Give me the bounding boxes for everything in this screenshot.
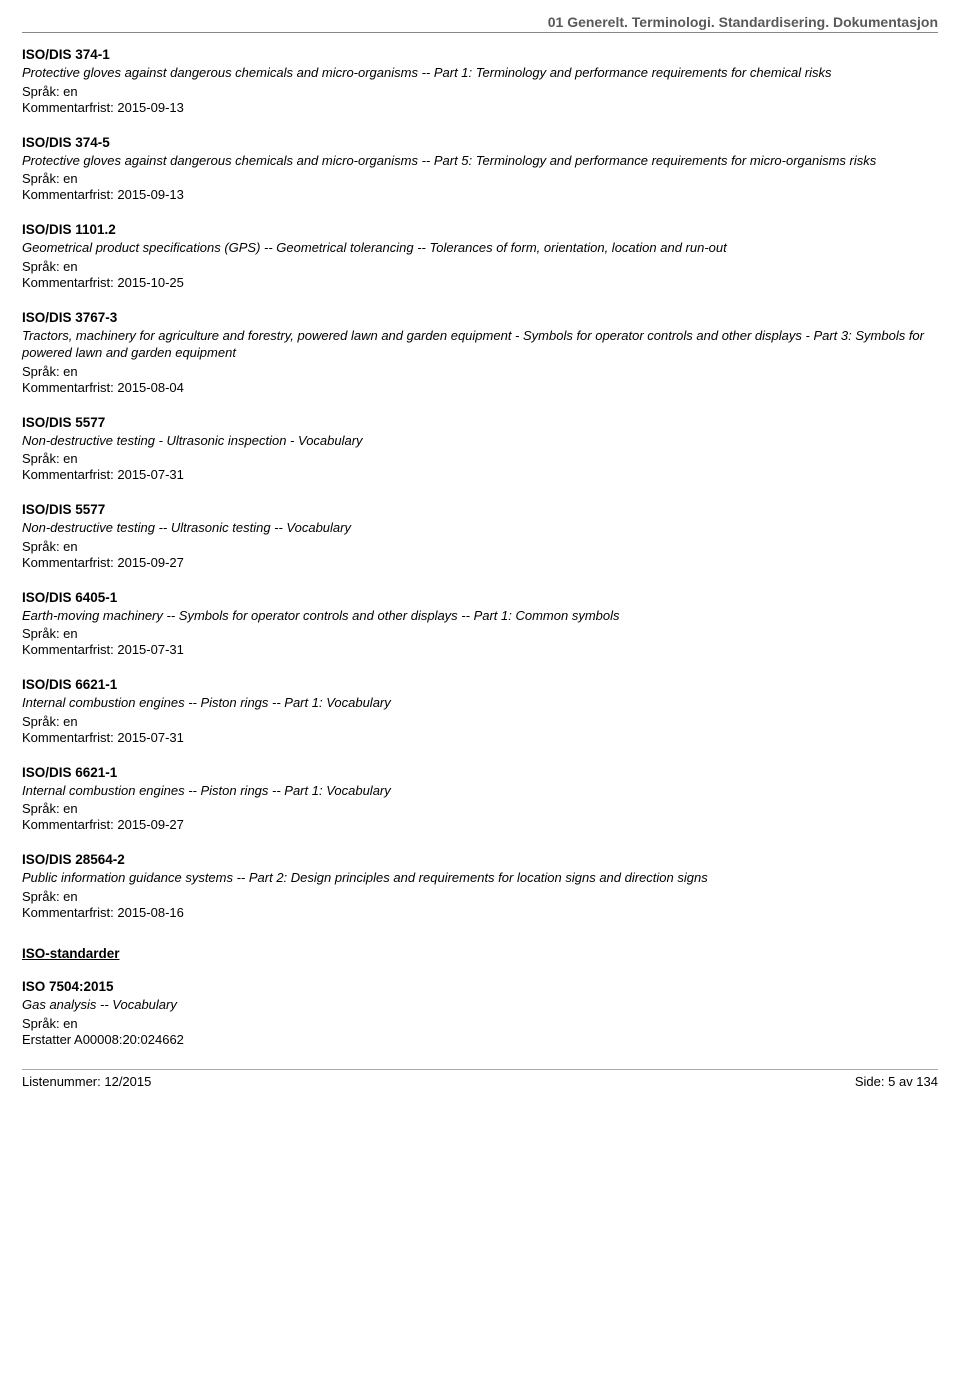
entry-language: Språk: en	[22, 801, 938, 816]
standard-entry: ISO/DIS 374-5 Protective gloves against …	[22, 135, 938, 203]
standard-entry: ISO 7504:2015 Gas analysis -- Vocabulary…	[22, 979, 938, 1047]
entry-description: Protective gloves against dangerous chem…	[22, 152, 938, 170]
entry-description: Internal combustion engines -- Piston ri…	[22, 782, 938, 800]
entry-deadline: Kommentarfrist: 2015-09-27	[22, 555, 938, 570]
entry-code: ISO/DIS 6621-1	[22, 765, 938, 780]
entry-description: Gas analysis -- Vocabulary	[22, 996, 938, 1014]
standard-entry: ISO/DIS 6405-1 Earth-moving machinery --…	[22, 590, 938, 658]
entry-language: Språk: en	[22, 626, 938, 641]
entries-list: ISO/DIS 374-1 Protective gloves against …	[22, 47, 938, 920]
entry-deadline: Kommentarfrist: 2015-07-31	[22, 730, 938, 745]
standard-entry: ISO/DIS 6621-1 Internal combustion engin…	[22, 677, 938, 745]
entry-description: Internal combustion engines -- Piston ri…	[22, 694, 938, 712]
footer-right: Side: 5 av 134	[855, 1074, 938, 1089]
footer-left: Listenummer: 12/2015	[22, 1074, 151, 1089]
entry-language: Språk: en	[22, 714, 938, 729]
entry-code: ISO/DIS 3767-3	[22, 310, 938, 325]
entry-language: Språk: en	[22, 889, 938, 904]
entry-code: ISO 7504:2015	[22, 979, 938, 994]
entry-language: Språk: en	[22, 171, 938, 186]
standard-entry: ISO/DIS 1101.2 Geometrical product speci…	[22, 222, 938, 290]
entry-description: Non-destructive testing - Ultrasonic ins…	[22, 432, 938, 450]
entry-deadline: Kommentarfrist: 2015-07-31	[22, 642, 938, 657]
entry-language: Språk: en	[22, 259, 938, 274]
entry-language: Språk: en	[22, 1016, 938, 1031]
entry-code: ISO/DIS 374-5	[22, 135, 938, 150]
page-footer: Listenummer: 12/2015 Side: 5 av 134	[22, 1069, 938, 1089]
standard-entry: ISO/DIS 5577 Non-destructive testing - U…	[22, 415, 938, 483]
entry-code: ISO/DIS 28564-2	[22, 852, 938, 867]
standard-entry: ISO/DIS 5577 Non-destructive testing -- …	[22, 502, 938, 570]
entry-code: ISO/DIS 6621-1	[22, 677, 938, 692]
entry-description: Tractors, machinery for agriculture and …	[22, 327, 938, 362]
entry-code: ISO/DIS 5577	[22, 502, 938, 517]
entry-deadline: Kommentarfrist: 2015-09-27	[22, 817, 938, 832]
page-header: 01 Generelt. Terminologi. Standardiserin…	[22, 14, 938, 33]
entry-deadline: Kommentarfrist: 2015-08-16	[22, 905, 938, 920]
entry-code: ISO/DIS 5577	[22, 415, 938, 430]
entry-description: Public information guidance systems -- P…	[22, 869, 938, 887]
standard-entry: ISO/DIS 374-1 Protective gloves against …	[22, 47, 938, 115]
entry-deadline: Kommentarfrist: 2015-08-04	[22, 380, 938, 395]
entry-description: Earth-moving machinery -- Symbols for op…	[22, 607, 938, 625]
entry-language: Språk: en	[22, 539, 938, 554]
entry-language: Språk: en	[22, 451, 938, 466]
entry-code: ISO/DIS 374-1	[22, 47, 938, 62]
entry-description: Geometrical product specifications (GPS)…	[22, 239, 938, 257]
entry-code: ISO/DIS 6405-1	[22, 590, 938, 605]
standard-entry: ISO/DIS 3767-3 Tractors, machinery for a…	[22, 310, 938, 395]
entry-code: ISO/DIS 1101.2	[22, 222, 938, 237]
entry-description: Non-destructive testing -- Ultrasonic te…	[22, 519, 938, 537]
entry-language: Språk: en	[22, 84, 938, 99]
entry-deadline: Kommentarfrist: 2015-09-13	[22, 187, 938, 202]
entry-deadline: Kommentarfrist: 2015-10-25	[22, 275, 938, 290]
entry-deadline: Kommentarfrist: 2015-07-31	[22, 467, 938, 482]
standard-entry: ISO/DIS 6621-1 Internal combustion engin…	[22, 765, 938, 833]
section-title: ISO-standarder	[22, 946, 938, 961]
entry-language: Språk: en	[22, 364, 938, 379]
standard-entry: ISO/DIS 28564-2 Public information guida…	[22, 852, 938, 920]
entry-description: Protective gloves against dangerous chem…	[22, 64, 938, 82]
entry-deadline: Kommentarfrist: 2015-09-13	[22, 100, 938, 115]
entry-replaces: Erstatter A00008:20:024662	[22, 1032, 938, 1047]
